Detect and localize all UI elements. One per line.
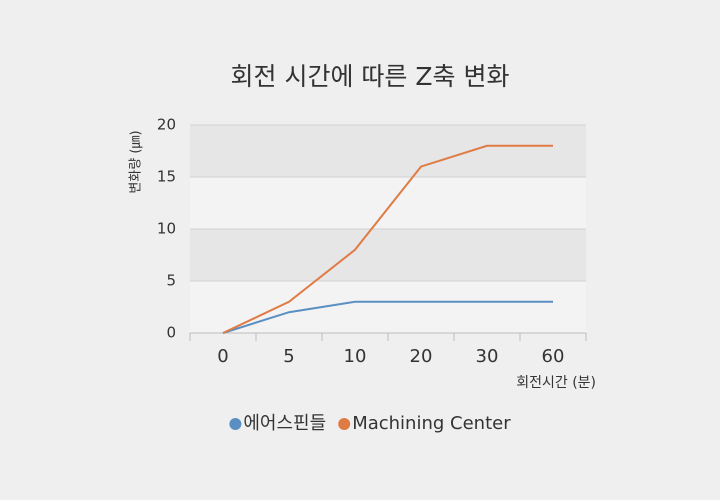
legend-marker xyxy=(338,418,351,430)
y-tick-label: 15 xyxy=(157,168,176,186)
x-tick-label: 0 xyxy=(217,346,228,367)
x-axis-label: 회전시간 (분) xyxy=(516,375,596,391)
series-line xyxy=(222,300,553,334)
x-tick-label: 10 xyxy=(344,346,367,367)
y-tick-label: 20 xyxy=(157,116,176,134)
legend-marker xyxy=(229,418,242,430)
series-line xyxy=(222,144,553,334)
plot-band xyxy=(190,229,586,281)
y-tick-label: 0 xyxy=(166,324,176,342)
y-axis-label: 변화량 (㎛) xyxy=(129,130,144,193)
x-tick-label: 30 xyxy=(476,346,499,367)
x-tick-label: 60 xyxy=(542,346,565,367)
chart-title: 회전 시간에 따른 Z축 변화 xyxy=(231,62,510,91)
y-tick-label: 10 xyxy=(157,220,176,238)
x-tick-label: 5 xyxy=(283,346,294,367)
legend-label: 에어스핀들 xyxy=(243,413,326,434)
x-tick-label: 20 xyxy=(410,346,433,367)
y-tick-label: 5 xyxy=(166,272,176,290)
legend-label: Machining Center xyxy=(352,413,511,434)
plot-band xyxy=(190,125,586,177)
